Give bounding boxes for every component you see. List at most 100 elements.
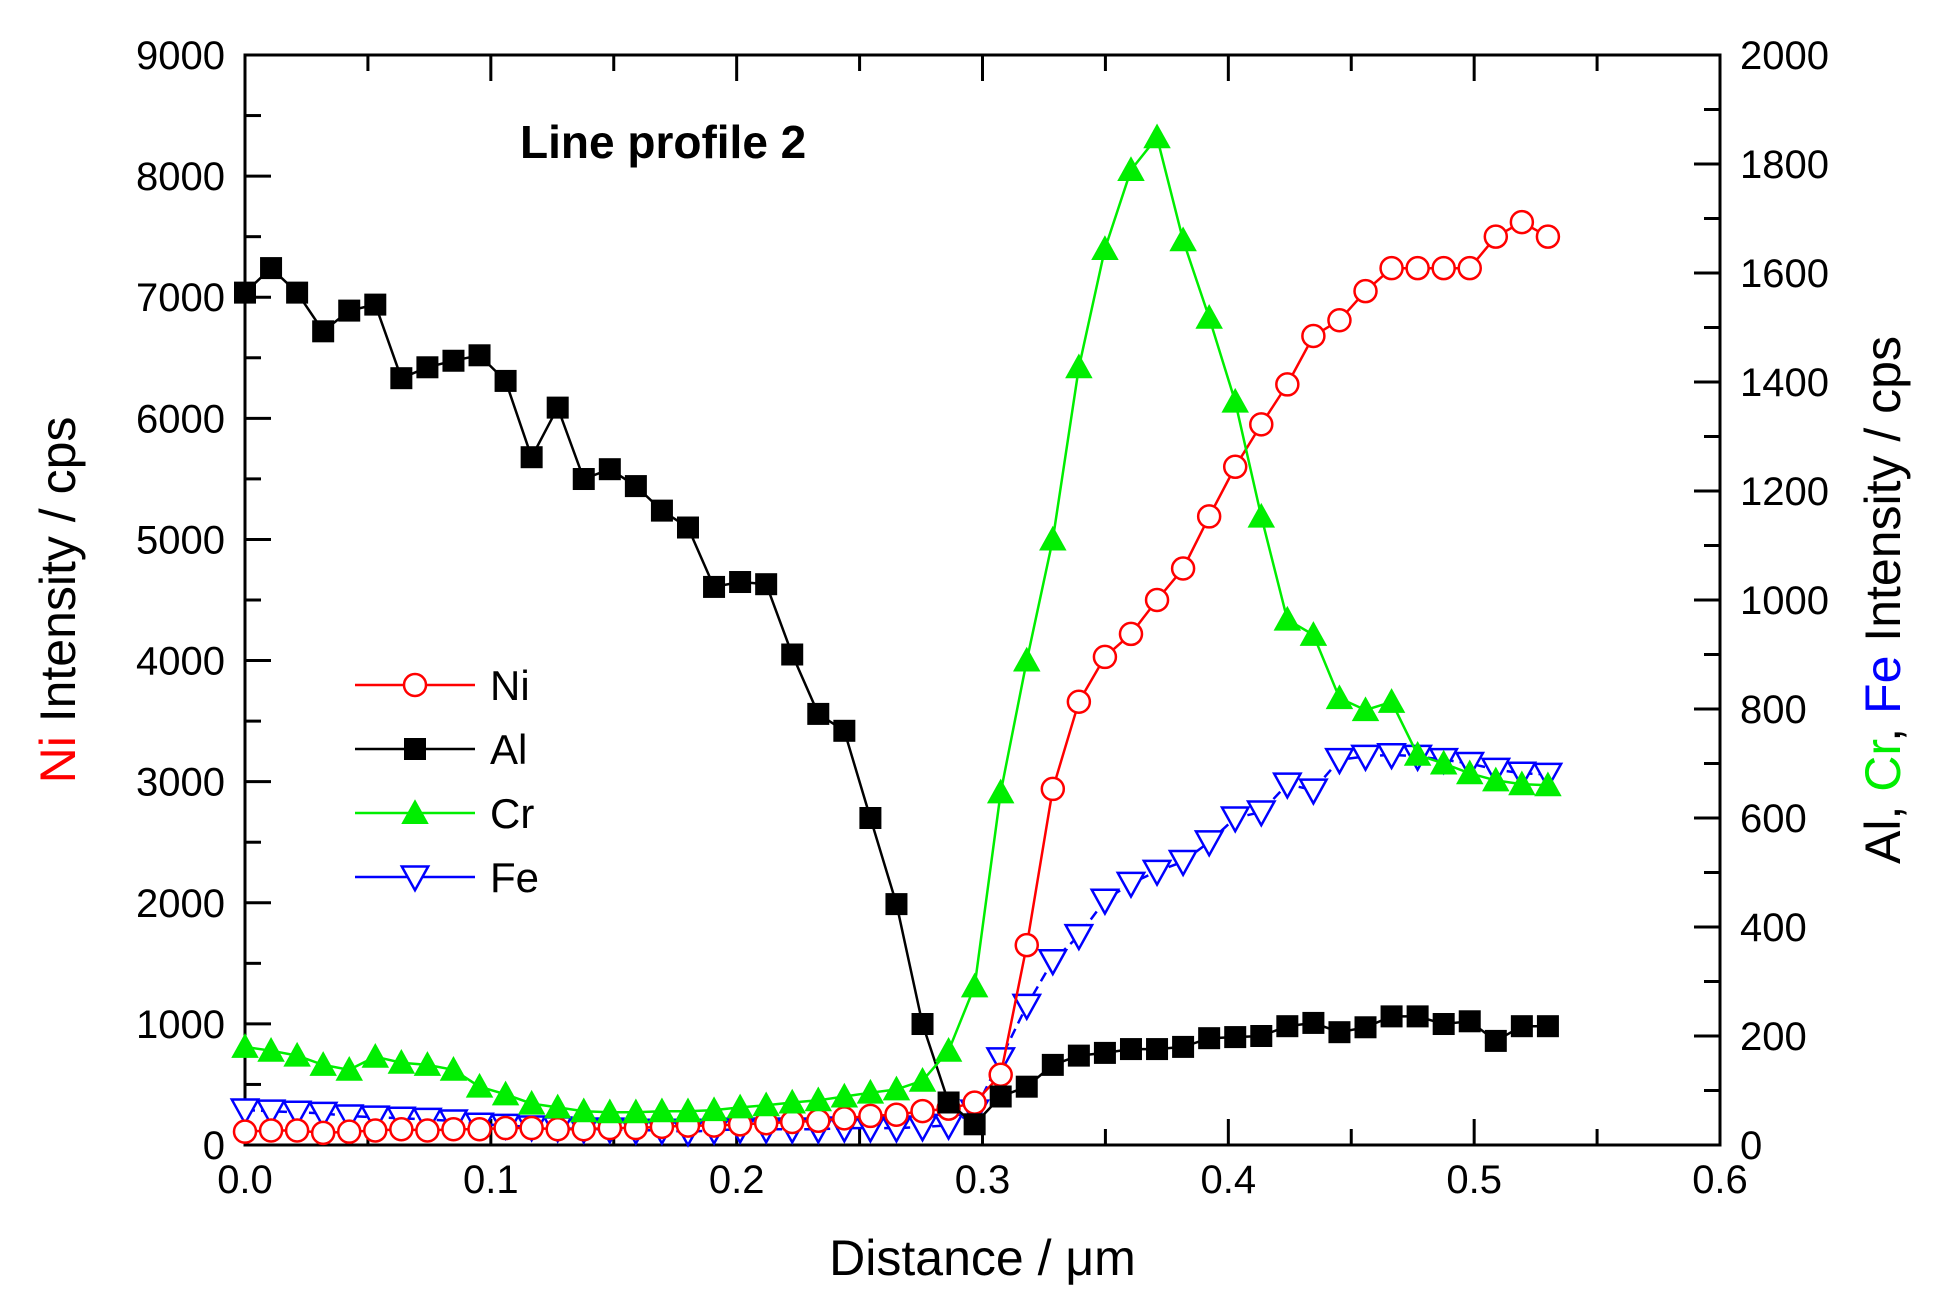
legend-entry-cr: Cr [355,790,534,837]
data-point-fe [1298,778,1329,806]
data-point-ni [232,1119,258,1144]
data-point-cr [1065,353,1093,379]
right-y-tick-label: 1000 [1740,579,1829,623]
left-y-tick-label: 3000 [136,761,225,805]
series-al [234,257,1559,1136]
x-tick-label: 0.6 [1692,1158,1748,1202]
data-point-ni [258,1118,284,1143]
data-point-cr [752,1091,780,1117]
legend-marker-al [404,738,426,760]
data-point-cr [517,1089,546,1115]
data-point-cr [1169,226,1197,252]
data-point-cr [622,1098,650,1124]
data-point-cr [1117,156,1145,181]
right-y-tick-label: 1200 [1740,470,1829,514]
data-point-al [442,349,465,372]
data-point-ni [1118,621,1144,647]
data-point-ni [1014,932,1039,958]
data-point-al [729,571,752,594]
data-point-al [1380,1005,1403,1028]
axis-title-part: , [1855,714,1911,742]
data-point-fe [1141,859,1173,888]
legend-label: Al [490,726,527,773]
data-point-cr [283,1041,311,1067]
data-point-fe [1011,993,1043,1022]
data-point-al [1302,1011,1325,1034]
data-point-ni [1327,307,1352,333]
left-y-tick-label: 2000 [136,882,225,926]
data-point-al [807,702,830,725]
data-point-cr [700,1096,728,1122]
data-point-ni [1092,644,1118,670]
data-point-ni [779,1109,805,1135]
data-point-cr [1013,646,1041,672]
axis-title-part: Ni [30,736,86,783]
data-point-ni [1275,372,1300,397]
data-point-cr [1143,123,1171,149]
data-point-al [364,293,387,316]
x-tick-label: 0.1 [463,1158,519,1202]
left-y-tick-label: 1000 [136,1003,225,1047]
data-point-al [1536,1015,1559,1038]
data-point-cr [1429,749,1458,775]
legend-label: Fe [490,854,539,901]
series-line-ni [244,220,1549,1135]
left-y-tick-label: 5000 [136,518,225,562]
data-point-cr [778,1088,806,1114]
data-point-cr [934,1036,963,1062]
data-point-al [1224,1026,1247,1049]
left-y-tick-label: 6000 [136,397,225,441]
data-point-cr [570,1097,598,1123]
data-point-al [1172,1035,1195,1058]
legend-entry-al: Al [355,726,527,773]
data-point-al [1432,1013,1455,1036]
data-point-al [755,573,778,596]
data-point-fe [307,1101,339,1130]
data-point-ni [1431,255,1456,281]
data-point-cr [491,1080,520,1106]
x-tick-label: 0.4 [1201,1158,1257,1202]
data-point-cr [413,1051,442,1076]
legend-label: Ni [490,662,530,709]
data-point-al [234,281,256,304]
data-point-ni [336,1119,362,1144]
data-point-al [833,719,856,742]
data-point-al [312,320,335,343]
data-point-ni [1483,224,1509,249]
left-y-tick-label: 0 [203,1124,225,1168]
data-point-cr [1351,696,1380,722]
data-point-ni [806,1108,831,1134]
data-point-fe [1272,772,1303,800]
data-point-fe [1115,871,1147,900]
data-point-cr [882,1075,911,1101]
left-y-tick-label: 4000 [136,640,225,684]
right-y-tick-label: 1800 [1740,143,1829,187]
data-point-al [1041,1053,1064,1076]
data-point-cr [1403,741,1432,766]
data-point-al [1146,1038,1169,1061]
data-point-fe [1324,747,1355,776]
data-point-cr [1091,235,1119,261]
data-point-cr [674,1097,702,1123]
data-point-cr [1195,303,1223,329]
data-point-al [989,1085,1012,1108]
data-point-ni [493,1115,518,1141]
legend-marker-fe [399,865,431,893]
data-point-al [624,475,647,498]
axes-layer: 0.0 0.1 0.2 0.3 0.4 0.5 0.60100020003000400050… [136,34,1829,1202]
data-point-fe [985,1047,1017,1075]
data-point-al [1458,1010,1481,1033]
right-y-tick-label: 400 [1740,906,1807,950]
data-point-al [1406,1005,1429,1028]
data-point-al [390,367,413,390]
data-point-cr [465,1072,494,1098]
data-point-fe [281,1100,313,1129]
right-y-tick-label: 1600 [1740,252,1829,296]
data-point-ni [1509,209,1535,235]
data-point-cr [960,972,989,998]
data-point-al [1198,1027,1221,1050]
data-point-cr [543,1093,572,1119]
legend: Ni Al Cr Fe [355,662,539,901]
data-point-ni [1066,689,1092,714]
data-point-al [650,499,673,522]
